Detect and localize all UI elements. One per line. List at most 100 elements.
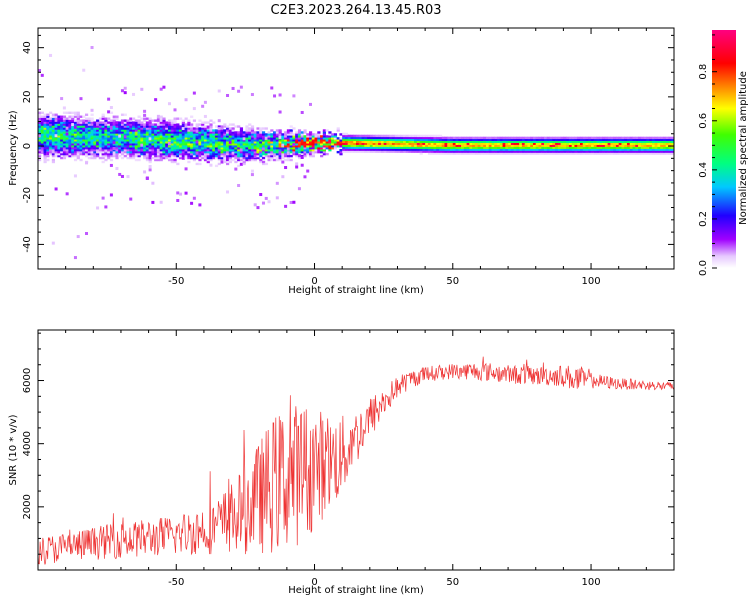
heatmap-cell xyxy=(289,154,293,158)
heatmap-cell xyxy=(524,140,528,143)
heatmap-cell xyxy=(248,143,252,146)
heatmap-cell xyxy=(494,146,498,149)
heatmap-cell xyxy=(461,138,465,142)
heatmap-cell xyxy=(192,145,197,148)
heatmap-cell xyxy=(126,148,130,152)
heatmap-cell xyxy=(433,140,437,143)
heatmap-cell xyxy=(217,143,221,146)
heatmap-cell xyxy=(532,146,537,149)
heatmap-cell xyxy=(159,143,163,146)
heatmap-cell xyxy=(430,138,434,142)
heatmap-speckle xyxy=(278,110,282,114)
heatmap-cell xyxy=(342,146,346,149)
heatmap-cell xyxy=(198,148,202,152)
heatmap-cell xyxy=(485,150,490,153)
heatmap-cell xyxy=(126,129,130,132)
heatmap-cell xyxy=(273,141,277,144)
heatmap-cell xyxy=(593,144,597,147)
heatmap-cell xyxy=(284,145,288,148)
heatmap-cell xyxy=(214,152,219,156)
heatmap-cell xyxy=(322,152,326,156)
heatmap-cell xyxy=(93,141,97,144)
heatmap-cell xyxy=(85,121,89,124)
heatmap-cell xyxy=(60,115,64,118)
heatmap-cell xyxy=(43,115,47,118)
heatmap-cell xyxy=(267,147,271,150)
heatmap-cell xyxy=(541,138,545,142)
heatmap-speckle xyxy=(201,104,205,108)
heatmap-cell xyxy=(356,142,360,145)
heatmap-cell xyxy=(132,154,136,158)
heatmap-cell xyxy=(159,129,163,132)
heatmap-cell xyxy=(187,133,191,136)
heatmap-cell xyxy=(469,140,473,143)
heatmap-cell xyxy=(367,136,371,140)
heatmap-cell xyxy=(107,121,111,124)
heatmap-cell xyxy=(610,136,614,140)
heatmap-cell xyxy=(463,152,468,155)
heatmap-cell xyxy=(179,125,183,128)
heatmap-cell xyxy=(217,162,221,166)
heatmap-cell xyxy=(632,150,636,153)
heatmap-cell xyxy=(190,139,194,142)
heatmap-cell xyxy=(231,129,235,132)
heatmap-cell xyxy=(43,139,47,142)
heatmap-cell xyxy=(223,154,227,158)
heatmap-cell xyxy=(192,152,197,156)
heatmap-cell xyxy=(226,139,230,142)
heatmap-cell xyxy=(438,146,443,149)
heatmap-cell xyxy=(516,140,520,143)
heatmap-cell xyxy=(167,121,172,124)
heatmap-cell xyxy=(101,141,105,144)
heatmap-cell xyxy=(331,145,335,148)
heatmap-cell xyxy=(51,158,55,162)
heatmap-cell xyxy=(297,156,302,160)
heatmap-cell xyxy=(527,150,531,153)
heatmap-cell xyxy=(391,144,396,147)
heatmap-cell xyxy=(380,140,385,143)
heatmap-cell xyxy=(657,142,661,145)
heatmap-cell xyxy=(574,138,578,142)
heatmap-cell xyxy=(267,150,271,154)
heatmap-cell xyxy=(43,119,47,122)
heatmap-cell xyxy=(477,152,481,155)
heatmap-cell xyxy=(54,129,58,132)
heatmap-cell xyxy=(613,136,617,140)
heatmap-cell xyxy=(198,139,202,142)
heatmap-cell xyxy=(599,140,603,143)
heatmap-cell xyxy=(242,162,246,166)
heatmap-cell xyxy=(585,152,589,155)
heatmap-cell xyxy=(65,139,69,142)
heatmap-cell xyxy=(118,147,122,150)
heatmap-cell xyxy=(154,156,158,160)
heatmap-cell xyxy=(140,133,144,136)
heatmap-cell xyxy=(159,127,163,130)
heatmap-cell xyxy=(107,127,111,130)
heatmap-cell xyxy=(167,125,172,128)
heatmap-cell xyxy=(450,152,454,155)
heatmap-cell xyxy=(336,150,340,154)
heatmap-cell xyxy=(226,127,230,130)
heatmap-cell xyxy=(46,127,50,130)
heatmap-cell xyxy=(237,147,241,150)
heatmap-cell xyxy=(49,117,53,120)
heatmap-cell xyxy=(541,142,545,145)
heatmap-cell xyxy=(65,143,69,146)
heatmap-cell xyxy=(179,141,183,144)
heatmap-cell xyxy=(259,143,263,146)
heatmap-cell xyxy=(65,117,69,120)
heatmap-cell xyxy=(259,141,263,144)
heatmap-speckle xyxy=(176,198,180,202)
heatmap-cell xyxy=(264,150,268,154)
heatmap-cell xyxy=(306,143,310,146)
heatmap-cell xyxy=(289,141,293,144)
heatmap-cell xyxy=(90,127,94,130)
heatmap-cell xyxy=(640,150,644,153)
heatmap-cell xyxy=(397,148,401,151)
heatmap-cell xyxy=(469,148,473,151)
heatmap-cell xyxy=(248,141,252,144)
heatmap-cell xyxy=(596,136,600,140)
snr-xlabel: Height of straight line (km) xyxy=(288,585,424,596)
heatmap-cell xyxy=(38,154,42,158)
heatmap-cell xyxy=(162,137,166,140)
